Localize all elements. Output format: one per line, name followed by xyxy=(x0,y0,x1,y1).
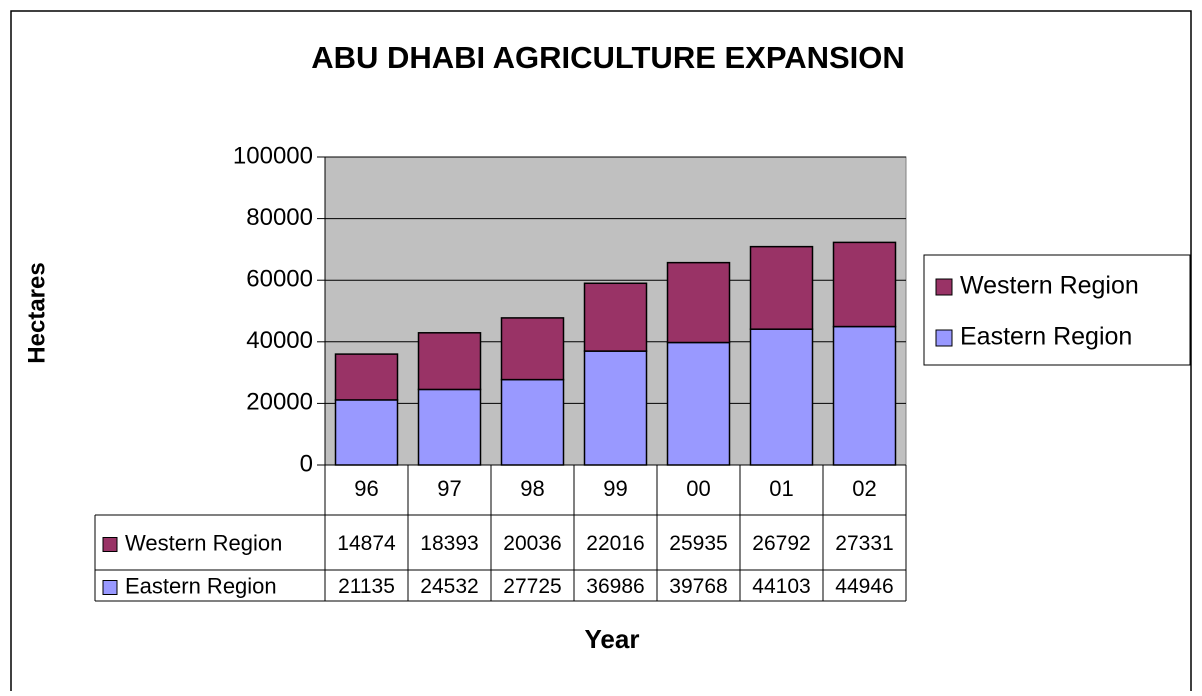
table-value: 39768 xyxy=(669,575,727,598)
bar-segment xyxy=(583,350,648,466)
x-tick-label: 01 xyxy=(769,476,793,501)
y-tick-label: 0 xyxy=(300,450,313,477)
table-value: 44946 xyxy=(835,575,893,598)
bar-segment xyxy=(832,325,897,466)
table-value: 21135 xyxy=(338,575,395,598)
bar-segment xyxy=(749,245,814,330)
table-value: 27725 xyxy=(503,575,561,598)
chart-title: ABU DHABI AGRICULTURE EXPANSION xyxy=(311,40,905,75)
bar-segment xyxy=(500,378,565,466)
table-value: 24532 xyxy=(420,575,478,598)
table-value: 25935 xyxy=(669,532,727,555)
bar-segment xyxy=(334,399,399,466)
bar-segment xyxy=(666,261,731,344)
table-value: 20036 xyxy=(503,532,561,555)
x-axis-label: Year xyxy=(585,624,640,654)
legend-label: Western Region xyxy=(960,272,1139,300)
bar-segment xyxy=(749,328,814,466)
bar-segment xyxy=(832,241,897,328)
y-tick-label: 60000 xyxy=(246,266,313,293)
table-series-label: Western Region xyxy=(125,530,282,555)
x-tick-label: 97 xyxy=(437,476,461,501)
legend-label: Eastern Region xyxy=(960,323,1132,351)
legend-key xyxy=(935,329,953,347)
table-value: 18393 xyxy=(420,532,478,555)
legend-key xyxy=(935,278,953,296)
x-tick-label: 00 xyxy=(686,476,710,501)
y-axis-label: Hectares xyxy=(23,262,50,363)
bar-segment xyxy=(417,332,482,391)
table-value: 36986 xyxy=(586,575,644,598)
table-series-label: Eastern Region xyxy=(125,573,277,598)
table-value: 27331 xyxy=(835,532,893,555)
table-value: 22016 xyxy=(586,532,644,555)
y-tick-label: 80000 xyxy=(246,204,313,231)
table-value: 44103 xyxy=(752,575,810,598)
table-legend-key xyxy=(102,580,118,595)
bar-segment xyxy=(334,353,399,401)
x-tick-label: 02 xyxy=(852,476,876,501)
bar-segment xyxy=(417,388,482,466)
x-tick-label: 99 xyxy=(603,476,627,501)
x-tick-label: 98 xyxy=(520,476,544,501)
table-value: 26792 xyxy=(752,532,810,555)
legend-box xyxy=(923,254,1191,366)
bar-segment xyxy=(666,341,731,466)
bar-segment xyxy=(583,282,648,352)
table-legend-key xyxy=(102,537,118,552)
bar-segment xyxy=(500,317,565,381)
y-tick-label: 100000 xyxy=(233,142,313,169)
y-tick-label: 20000 xyxy=(246,389,313,416)
y-tick-label: 40000 xyxy=(246,327,313,354)
x-tick-label: 96 xyxy=(354,476,378,501)
table-value: 14874 xyxy=(337,532,396,555)
